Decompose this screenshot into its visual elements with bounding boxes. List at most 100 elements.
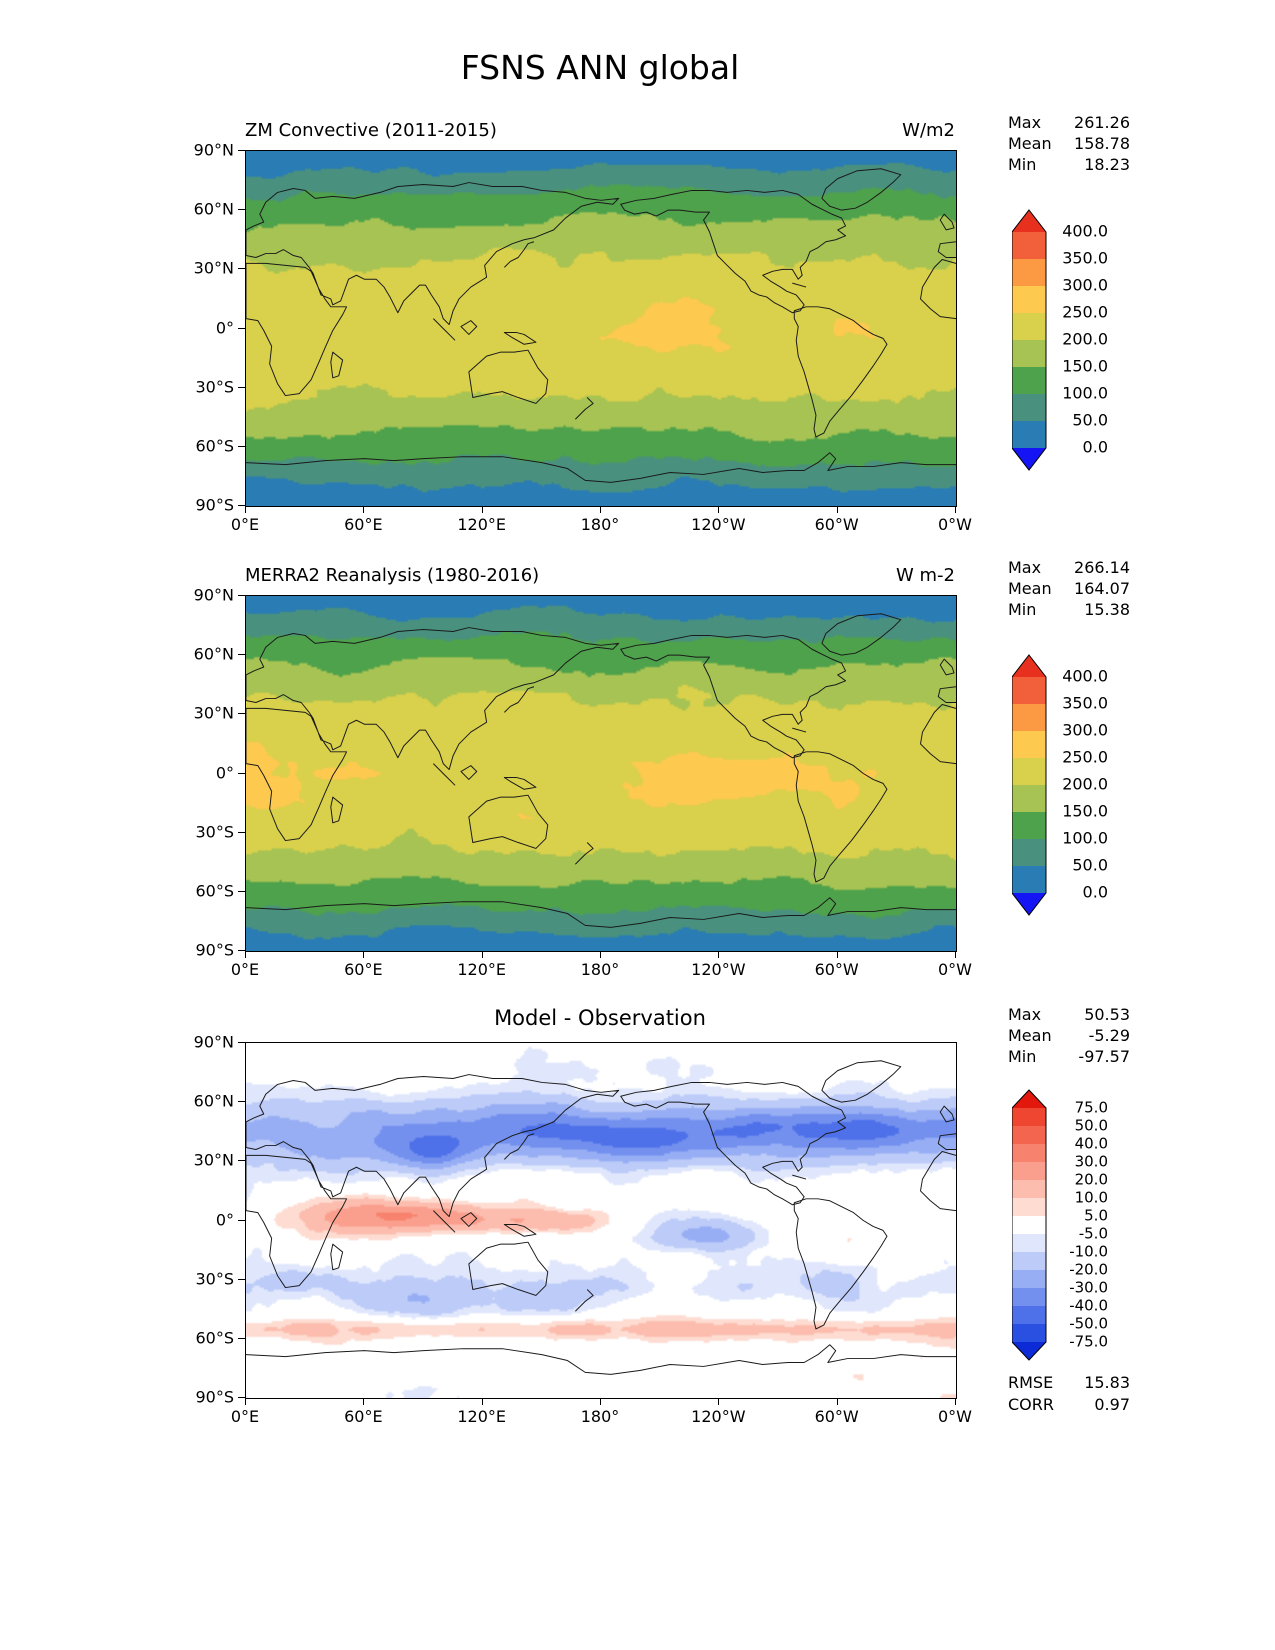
stat-value: -5.29 (1088, 1026, 1130, 1045)
svg-text:300.0: 300.0 (1062, 276, 1108, 295)
lat-tick-mark (238, 150, 245, 151)
map-plot (245, 150, 957, 507)
lat-tick-mark (238, 505, 245, 506)
lon-tick-mark (481, 506, 483, 513)
lon-tick-mark (836, 1398, 838, 1405)
svg-text:-75.0: -75.0 (1069, 1333, 1108, 1351)
lon-tick-label: 0°W (938, 515, 972, 534)
lat-tick-mark (238, 1160, 245, 1162)
lon-tick-mark (245, 951, 246, 958)
stat-value: 18.23 (1084, 155, 1130, 174)
lat-tick-mark (238, 327, 245, 329)
lat-tick-label: 30°N (193, 703, 234, 723)
lon-tick-label: 180° (580, 515, 620, 534)
lon-tick-label: 180° (580, 1407, 620, 1426)
lon-tick-label: 60°W (814, 960, 859, 979)
lat-tick-label: 60°N (193, 199, 234, 219)
lon-tick-mark (955, 951, 956, 958)
svg-text:-30.0: -30.0 (1069, 1279, 1108, 1297)
stat-label: Max (1008, 113, 1042, 132)
svg-text:5.0: 5.0 (1084, 1207, 1108, 1225)
svg-text:50.0: 50.0 (1072, 856, 1108, 875)
lon-tick-label: 120°W (691, 515, 746, 534)
lat-tick-label: 30°S (195, 1269, 234, 1289)
lat-tick-mark (238, 445, 245, 447)
svg-text:50.0: 50.0 (1072, 411, 1108, 430)
stat-value: 158.78 (1074, 134, 1130, 153)
extra-stats-block: RMSE 15.83 CORR 0.97 (1008, 1372, 1130, 1416)
lat-tick-mark (238, 1397, 245, 1398)
svg-text:-50.0: -50.0 (1069, 1315, 1108, 1333)
lon-tick-label: 120°E (457, 515, 506, 534)
svg-text:150.0: 150.0 (1062, 802, 1108, 821)
stat-label: CORR (1008, 1395, 1054, 1414)
lon-tick-mark (718, 506, 720, 513)
colorbar-svg: 75.050.040.030.020.010.05.0-5.0-10.0-20.… (1011, 1089, 1108, 1361)
lat-tick-label: 90°S (195, 1387, 234, 1407)
stat-value: 266.14 (1074, 558, 1130, 577)
map-plot (245, 595, 957, 952)
lat-tick-mark (238, 890, 245, 892)
stat-label: Min (1008, 1047, 1037, 1066)
svg-text:300.0: 300.0 (1062, 721, 1108, 740)
lat-tick-label: 60°S (195, 1328, 234, 1348)
lon-tick-mark (245, 1398, 246, 1405)
lat-tick-mark (238, 772, 245, 774)
lat-tick-mark (238, 831, 245, 833)
coastline-overlay (246, 1060, 956, 1375)
svg-text:50.0: 50.0 (1075, 1117, 1108, 1135)
svg-text:-40.0: -40.0 (1069, 1297, 1108, 1315)
lat-tick-label: 0° (215, 318, 234, 337)
lat-tick-mark (238, 209, 245, 211)
panel-units-label: W/m2 (902, 120, 955, 141)
lat-tick-mark (238, 1219, 245, 1221)
field-canvas (246, 151, 956, 506)
svg-text:100.0: 100.0 (1062, 829, 1108, 848)
map-plot (245, 1042, 957, 1399)
lon-tick-mark (363, 951, 365, 958)
svg-text:250.0: 250.0 (1062, 748, 1108, 767)
stats-block: Max 261.26 Mean 158.78 Min 18.23 (1008, 112, 1130, 175)
lon-tick-mark (955, 506, 956, 513)
lat-tick-label: 0° (215, 1210, 234, 1229)
lon-tick-label: 120°E (457, 1407, 506, 1426)
svg-text:400.0: 400.0 (1062, 222, 1108, 241)
panel-title: Model - Observation (494, 1006, 706, 1030)
svg-text:20.0: 20.0 (1075, 1171, 1108, 1189)
lon-tick-mark (836, 506, 838, 513)
svg-text:200.0: 200.0 (1062, 775, 1108, 794)
svg-text:40.0: 40.0 (1075, 1135, 1108, 1153)
stat-label: RMSE (1008, 1373, 1054, 1392)
stat-value: 261.26 (1074, 113, 1130, 132)
coastline-overlay (246, 168, 956, 483)
lat-tick-label: 30°S (195, 377, 234, 397)
lat-tick-label: 90°N (193, 140, 234, 160)
lat-tick-label: 60°S (195, 436, 234, 456)
stat-label: Mean (1008, 134, 1052, 153)
stat-label: Mean (1008, 1026, 1052, 1045)
lon-tick-mark (600, 506, 601, 513)
lat-tick-label: 30°S (195, 822, 234, 842)
svg-text:400.0: 400.0 (1062, 667, 1108, 686)
lat-tick-mark (238, 1337, 245, 1339)
svg-text:350.0: 350.0 (1062, 694, 1108, 713)
lon-tick-mark (363, 506, 365, 513)
lat-tick-label: 0° (215, 763, 234, 782)
lon-tick-label: 0°E (230, 1407, 260, 1426)
panel-units-label: W m-2 (895, 565, 955, 586)
lon-tick-mark (481, 1398, 483, 1405)
lon-tick-label: 120°W (691, 960, 746, 979)
coastline-overlay (246, 613, 956, 928)
svg-text:150.0: 150.0 (1062, 357, 1108, 376)
svg-text:250.0: 250.0 (1062, 303, 1108, 322)
svg-text:0.0: 0.0 (1083, 883, 1108, 902)
stat-value: 15.38 (1084, 600, 1130, 619)
lat-tick-mark (238, 595, 245, 596)
lon-tick-mark (600, 1398, 601, 1405)
svg-text:-10.0: -10.0 (1069, 1243, 1108, 1261)
lat-tick-mark (238, 950, 245, 951)
lon-tick-mark (245, 506, 246, 513)
lat-tick-label: 60°N (193, 644, 234, 664)
lon-tick-label: 0°W (938, 1407, 972, 1426)
